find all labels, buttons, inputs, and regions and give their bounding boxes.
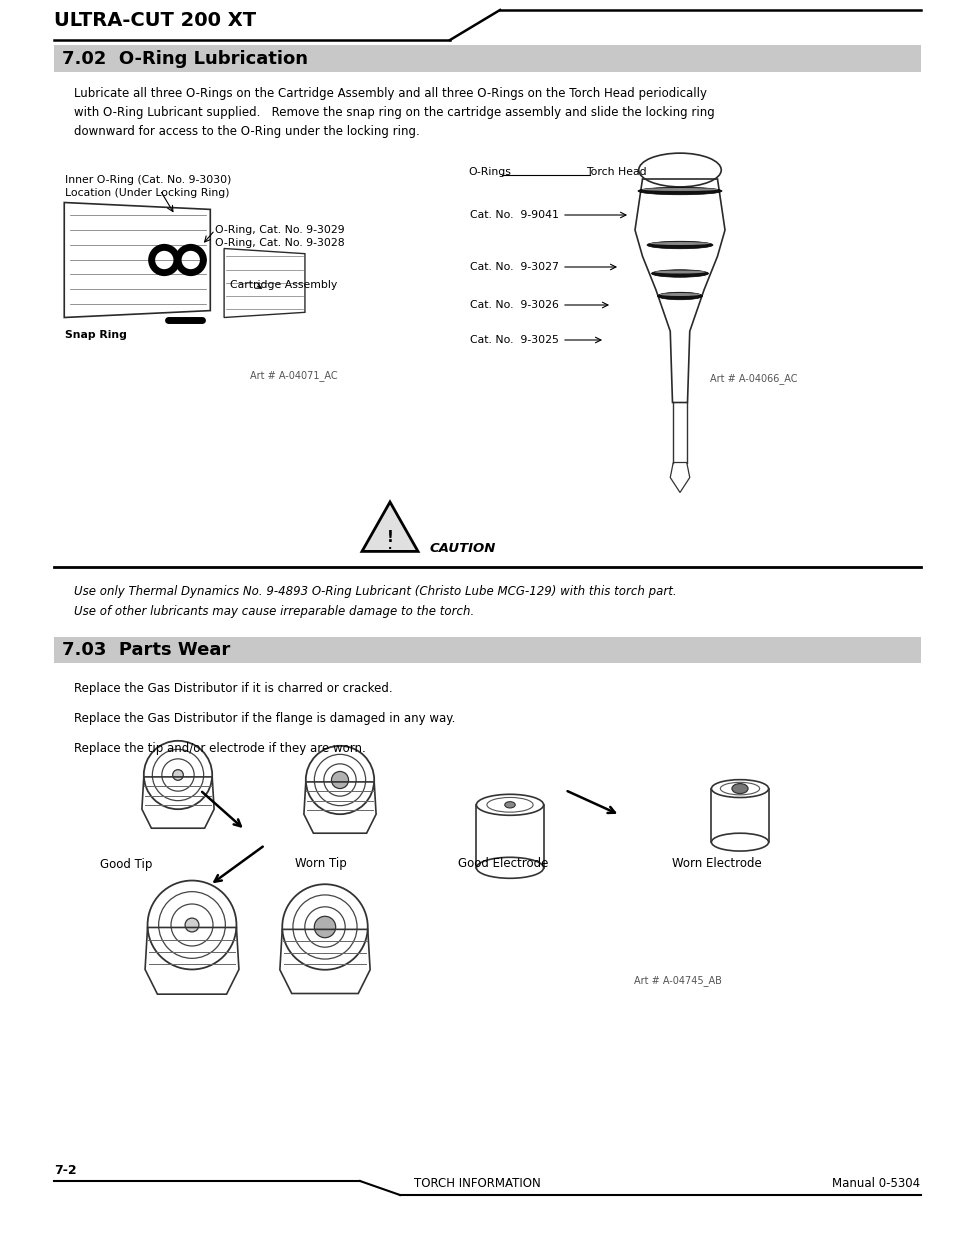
Text: Inner O-Ring (Cat. No. 9-3030)
Location (Under Locking Ring): Inner O-Ring (Cat. No. 9-3030) Location … — [65, 175, 232, 198]
Bar — [54, 637, 920, 663]
Ellipse shape — [331, 772, 348, 789]
Ellipse shape — [659, 293, 700, 296]
Text: Worn Electrode: Worn Electrode — [671, 857, 760, 869]
Text: O-Rings: O-Rings — [468, 167, 511, 177]
Text: Art # A-04745_AB: Art # A-04745_AB — [634, 974, 721, 986]
Ellipse shape — [731, 783, 747, 794]
Text: Replace the tip and/or electrode if they are worn.: Replace the tip and/or electrode if they… — [74, 742, 366, 755]
Text: Lubricate all three O-Rings on the Cartridge Assembly and all three O-Rings on t: Lubricate all three O-Rings on the Cartr… — [74, 86, 715, 138]
Text: Cartridge Assembly: Cartridge Assembly — [230, 280, 337, 290]
Text: Replace the Gas Distributor if it is charred or cracked.: Replace the Gas Distributor if it is cha… — [74, 682, 393, 695]
Bar — [54, 44, 920, 72]
Text: .: . — [388, 541, 392, 551]
Text: 7.02  O-Ring Lubrication: 7.02 O-Ring Lubrication — [62, 49, 308, 68]
Text: Cat. No.  9-3025: Cat. No. 9-3025 — [470, 335, 558, 345]
Text: 7-2: 7-2 — [54, 1165, 77, 1177]
Text: Torch Head: Torch Head — [585, 167, 646, 177]
Text: Snap Ring: Snap Ring — [65, 330, 127, 340]
Text: Cat. No.  9-9041: Cat. No. 9-9041 — [470, 210, 558, 220]
Text: Use of other lubricants may cause irreparable damage to the torch.: Use of other lubricants may cause irrepa… — [74, 605, 475, 618]
Text: Worn Tip: Worn Tip — [294, 857, 346, 869]
Text: Cat. No.  9-3027: Cat. No. 9-3027 — [470, 262, 558, 272]
Text: CAUTION: CAUTION — [430, 542, 496, 556]
Text: Use only Thermal Dynamics No. 9-4893 O-Ring Lubricant (Christo Lube MCG-129) wit: Use only Thermal Dynamics No. 9-4893 O-R… — [74, 585, 677, 598]
Text: Cat. No.  9-3026: Cat. No. 9-3026 — [470, 300, 558, 310]
Text: Good Tip: Good Tip — [100, 858, 152, 871]
Ellipse shape — [185, 918, 199, 932]
Text: Replace the Gas Distributor if the flange is damaged in any way.: Replace the Gas Distributor if the flang… — [74, 713, 456, 725]
Text: Art # A-04066_AC: Art # A-04066_AC — [709, 373, 797, 384]
Text: O-Ring, Cat. No. 9-3029
O-Ring, Cat. No. 9-3028: O-Ring, Cat. No. 9-3029 O-Ring, Cat. No.… — [214, 225, 344, 248]
Ellipse shape — [650, 242, 709, 245]
Ellipse shape — [504, 802, 515, 808]
Text: 7.03  Parts Wear: 7.03 Parts Wear — [62, 641, 231, 659]
Ellipse shape — [172, 769, 183, 781]
Text: Art # A-04071_AC: Art # A-04071_AC — [250, 370, 337, 380]
Text: !: ! — [386, 531, 393, 546]
Ellipse shape — [641, 188, 717, 191]
Polygon shape — [361, 501, 417, 551]
Ellipse shape — [646, 241, 712, 248]
Ellipse shape — [651, 269, 708, 277]
Ellipse shape — [654, 270, 705, 273]
Text: ULTRA-CUT 200 XT: ULTRA-CUT 200 XT — [54, 11, 256, 30]
Ellipse shape — [638, 188, 721, 195]
Ellipse shape — [657, 293, 701, 300]
Text: Manual 0-5304: Manual 0-5304 — [832, 1177, 920, 1191]
Text: Good Electrode: Good Electrode — [457, 857, 548, 869]
Text: TORCH INFORMATION: TORCH INFORMATION — [414, 1177, 539, 1191]
Ellipse shape — [314, 916, 335, 937]
